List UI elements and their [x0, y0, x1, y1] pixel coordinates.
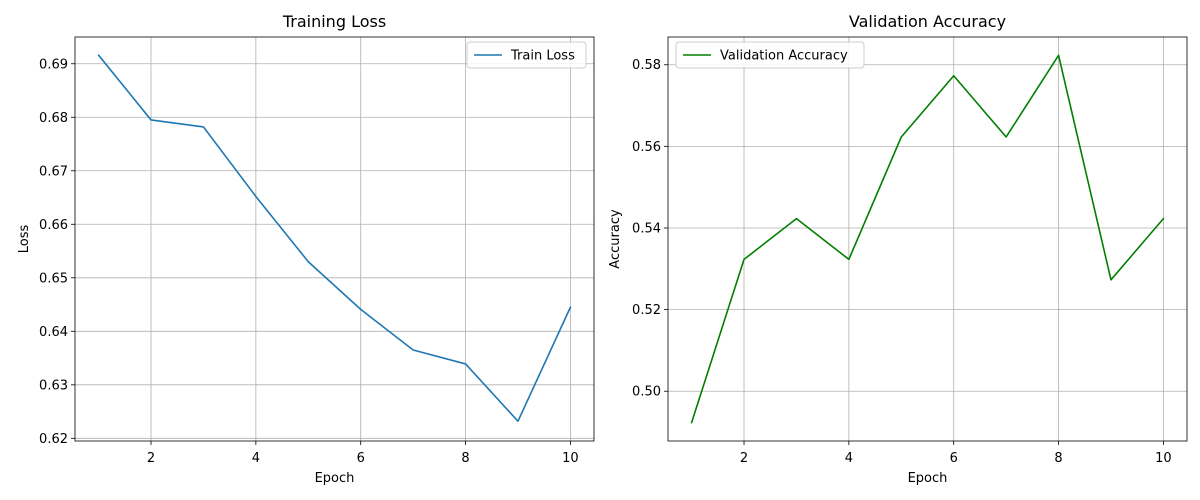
y-axis-label: Accuracy: [608, 209, 623, 269]
x-tick-label: 10: [1155, 451, 1172, 466]
y-tick-label: 0.63: [39, 378, 68, 393]
y-tick-label: 0.56: [632, 140, 661, 155]
y-tick-label: 0.54: [632, 221, 661, 236]
x-axis-label: Epoch: [908, 471, 948, 486]
y-tick-label: 0.64: [39, 325, 68, 340]
y-tick-label: 0.67: [39, 164, 68, 179]
y-tick-label: 0.66: [39, 218, 68, 233]
x-tick-label: 10: [562, 451, 579, 466]
x-tick-label: 8: [461, 451, 469, 466]
series-line: [690, 54, 1165, 424]
x-axis-label: Epoch: [315, 471, 355, 486]
chart-title: Training Loss: [282, 12, 386, 31]
plot-frame: [74, 36, 595, 442]
legend-box: [675, 41, 865, 69]
x-tick-label: 2: [740, 451, 748, 466]
y-tick-label: 0.62: [39, 432, 68, 447]
x-tick-label: 6: [357, 451, 365, 466]
chart-panel-1: 2 4 6 8 10 0.62 0.63 0.64 0.65 0.66 0.67 0.68 0.69 Tr…: [17, 12, 595, 486]
x-tick-label: 6: [950, 451, 958, 466]
y-tick-label: 0.50: [632, 385, 661, 400]
y-tick-label: 0.58: [632, 58, 661, 73]
x-tick-label: 2: [147, 451, 155, 466]
legend: Validation Accuracy: [675, 41, 865, 69]
plot-frame: [667, 36, 1188, 442]
y-tick-label: 0.52: [632, 303, 661, 318]
legend-box: [466, 41, 587, 69]
legend-label: Train Loss: [510, 49, 575, 64]
chart-title: Validation Accuracy: [849, 12, 1006, 31]
x-tick-label: 4: [845, 451, 853, 466]
chart-panel-2: 2 4 6 8 10 0.50 0.52 0.54 0.56 0.58 Validation Acc…: [608, 12, 1188, 486]
series-line: [97, 54, 572, 423]
legend-label: Validation Accuracy: [720, 49, 848, 64]
y-tick-label: 0.69: [39, 57, 68, 72]
y-tick-label: 0.65: [39, 271, 68, 286]
legend: Train Loss: [466, 41, 587, 69]
y-tick-label: 0.68: [39, 111, 68, 126]
y-axis-label: Loss: [17, 225, 32, 254]
x-tick-label: 8: [1054, 451, 1062, 466]
x-tick-label: 4: [252, 451, 260, 466]
